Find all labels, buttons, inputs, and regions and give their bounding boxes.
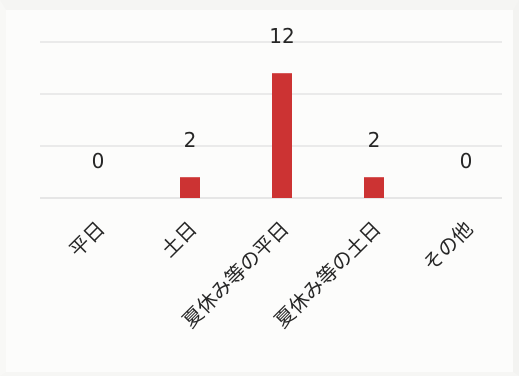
category-label-0: 平日 — [64, 217, 109, 262]
data-label-2: 12 — [269, 24, 294, 48]
bar-1 — [180, 177, 200, 198]
data-label-3: 2 — [368, 128, 381, 152]
bar-2 — [272, 73, 292, 198]
bar-3 — [364, 177, 384, 198]
data-labels: 0 2 12 2 0 — [92, 24, 473, 173]
category-label-1: 土日 — [156, 217, 201, 262]
bars — [180, 73, 384, 198]
data-label-4: 0 — [460, 149, 473, 173]
gridlines — [40, 41, 502, 199]
data-label-1: 2 — [184, 128, 197, 152]
data-label-0: 0 — [92, 149, 105, 173]
category-label-4: その他 — [418, 217, 477, 276]
